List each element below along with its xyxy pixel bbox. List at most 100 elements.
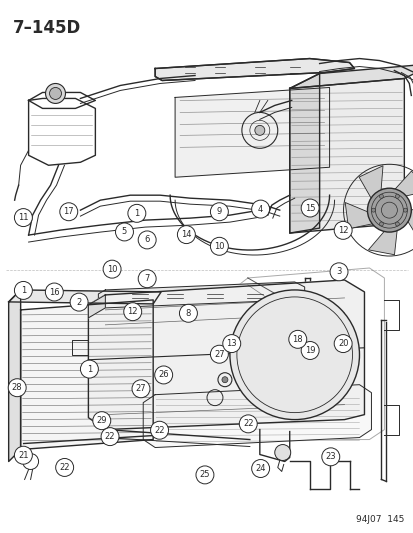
Text: 17: 17: [63, 207, 74, 216]
Text: 13: 13: [226, 339, 237, 348]
Circle shape: [239, 415, 256, 433]
Circle shape: [128, 204, 145, 222]
Circle shape: [115, 223, 133, 241]
Text: 24: 24: [255, 464, 265, 473]
Circle shape: [378, 195, 382, 198]
Circle shape: [101, 427, 119, 446]
Polygon shape: [289, 78, 404, 233]
Circle shape: [50, 87, 62, 100]
Circle shape: [138, 231, 156, 249]
Text: 9: 9: [216, 207, 221, 216]
Text: 1: 1: [21, 286, 26, 295]
Text: 1: 1: [134, 209, 139, 218]
Polygon shape: [403, 206, 413, 243]
Circle shape: [45, 283, 63, 301]
Text: 10: 10: [214, 242, 224, 251]
Circle shape: [333, 221, 351, 239]
Text: 4: 4: [257, 205, 263, 214]
Text: 6: 6: [144, 236, 150, 245]
Text: 29: 29: [96, 416, 107, 425]
Circle shape: [321, 448, 339, 466]
Text: 11: 11: [18, 213, 28, 222]
Circle shape: [132, 380, 150, 398]
Text: 15: 15: [304, 204, 315, 213]
Text: 23: 23: [325, 453, 335, 462]
Polygon shape: [344, 203, 380, 229]
Circle shape: [123, 303, 141, 321]
Circle shape: [14, 208, 32, 227]
Circle shape: [55, 458, 74, 477]
Text: 12: 12: [127, 307, 138, 316]
Circle shape: [333, 335, 351, 352]
Circle shape: [394, 222, 399, 226]
Circle shape: [45, 84, 65, 103]
Circle shape: [177, 225, 195, 244]
Text: 22: 22: [242, 419, 253, 429]
Text: 10: 10: [107, 265, 117, 273]
Polygon shape: [155, 59, 354, 80]
Text: 21: 21: [18, 451, 28, 460]
Text: 12: 12: [337, 226, 348, 235]
Circle shape: [59, 203, 78, 221]
Circle shape: [402, 208, 406, 212]
Polygon shape: [21, 300, 153, 449]
Text: 27: 27: [135, 384, 146, 393]
Circle shape: [14, 446, 32, 464]
Circle shape: [288, 330, 306, 348]
Circle shape: [93, 411, 111, 430]
Circle shape: [210, 203, 228, 221]
Text: 5: 5: [121, 228, 127, 237]
Circle shape: [367, 188, 411, 232]
Text: 19: 19: [304, 346, 315, 355]
Polygon shape: [389, 171, 413, 198]
Polygon shape: [289, 63, 413, 88]
Text: 25: 25: [199, 471, 210, 479]
Polygon shape: [368, 222, 397, 255]
Text: 3: 3: [335, 268, 341, 276]
Text: 22: 22: [104, 432, 115, 441]
Circle shape: [300, 342, 318, 359]
Circle shape: [154, 366, 172, 384]
Circle shape: [274, 445, 290, 461]
Circle shape: [8, 379, 26, 397]
Circle shape: [80, 360, 98, 378]
Text: 1: 1: [87, 365, 92, 374]
Circle shape: [329, 263, 347, 281]
Polygon shape: [358, 166, 382, 205]
Circle shape: [251, 200, 269, 218]
Circle shape: [221, 377, 228, 383]
Circle shape: [300, 199, 318, 217]
Circle shape: [370, 208, 375, 212]
Polygon shape: [9, 290, 161, 304]
Circle shape: [150, 421, 168, 439]
Polygon shape: [98, 282, 304, 308]
Polygon shape: [143, 385, 370, 448]
Circle shape: [210, 345, 228, 363]
Circle shape: [138, 270, 156, 288]
Polygon shape: [289, 74, 319, 233]
Text: 27: 27: [214, 350, 224, 359]
Circle shape: [195, 466, 214, 484]
Circle shape: [70, 293, 88, 311]
Polygon shape: [88, 295, 105, 318]
Text: 28: 28: [12, 383, 22, 392]
Circle shape: [394, 195, 399, 198]
Circle shape: [179, 304, 197, 322]
Text: 8: 8: [185, 309, 191, 318]
Circle shape: [14, 281, 32, 300]
Text: 22: 22: [154, 426, 164, 435]
Text: 18: 18: [292, 335, 302, 344]
Polygon shape: [175, 87, 329, 177]
Text: 94J07  145: 94J07 145: [355, 515, 404, 524]
Text: 20: 20: [337, 339, 348, 348]
Circle shape: [254, 125, 264, 135]
Text: 26: 26: [158, 370, 169, 379]
Text: 2: 2: [76, 297, 81, 306]
Circle shape: [210, 237, 228, 255]
Text: 7–145D: 7–145D: [13, 19, 81, 37]
Circle shape: [251, 459, 269, 478]
Circle shape: [229, 290, 358, 419]
Polygon shape: [9, 290, 21, 462]
Text: 16: 16: [49, 287, 59, 296]
Text: 22: 22: [59, 463, 70, 472]
